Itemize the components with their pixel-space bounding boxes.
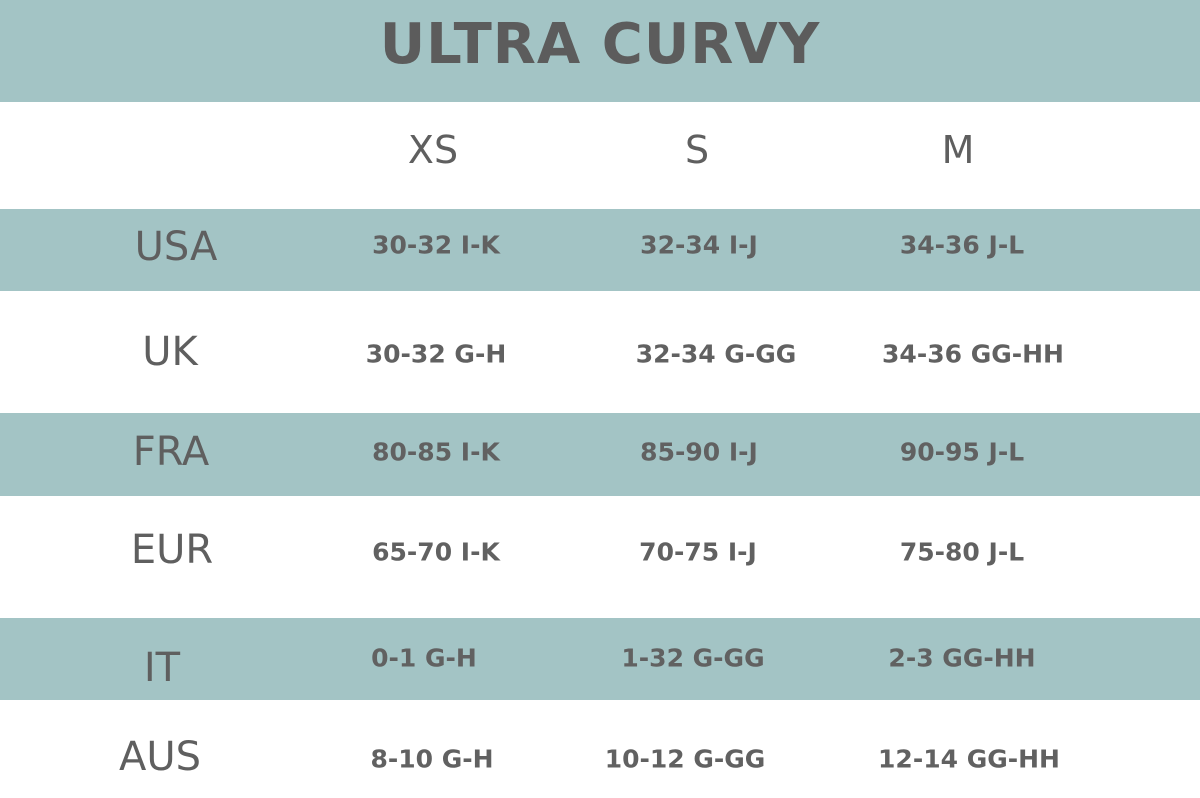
row-label-aus: AUS — [118, 734, 202, 780]
column-header-s: S — [684, 128, 710, 172]
table-cell: 32-34 G-GG — [635, 339, 797, 369]
table-cell: 0-1 G-H — [371, 643, 477, 673]
row-label-fra: FRA — [132, 429, 210, 475]
table-cell: 90-95 J-L — [899, 437, 1025, 467]
row-label-usa: USA — [134, 224, 218, 270]
table-cell: 75-80 J-L — [899, 537, 1025, 567]
row-label-eur: EUR — [130, 527, 214, 573]
table-cell: 34-36 J-L — [899, 230, 1025, 260]
table-cell: 12-14 GG-HH — [878, 744, 1060, 774]
row-band-it — [0, 618, 1200, 700]
table-cell: 70-75 I-J — [639, 537, 757, 567]
table-cell: 80-85 I-K — [372, 437, 500, 467]
table-cell: 34-36 GG-HH — [882, 339, 1064, 369]
row-band-usa — [0, 209, 1200, 291]
table-cell: 65-70 I-K — [372, 537, 500, 567]
table-cell: 1-32 G-GG — [621, 643, 765, 673]
column-header-xs: XS — [407, 128, 459, 172]
chart-title: ULTRA CURVY — [379, 12, 821, 77]
row-band-fra — [0, 413, 1200, 496]
row-label-it: IT — [143, 645, 181, 691]
table-cell: 85-90 I-J — [640, 437, 758, 467]
column-header-m: M — [941, 128, 975, 172]
title-band — [0, 0, 1200, 102]
table-cell: 8-10 G-H — [370, 744, 494, 774]
table-cell: 32-34 I-J — [640, 230, 758, 260]
table-cell: 30-32 G-H — [365, 339, 507, 369]
table-cell: 10-12 G-GG — [604, 744, 766, 774]
table-cell: 2-3 GG-HH — [888, 643, 1036, 673]
row-label-uk: UK — [142, 329, 198, 375]
table-cell: 30-32 I-K — [372, 230, 500, 260]
